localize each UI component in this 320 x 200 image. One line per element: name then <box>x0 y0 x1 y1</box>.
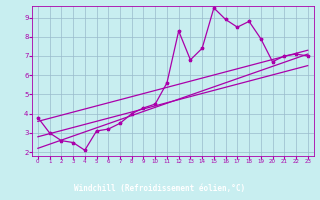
Text: Windchill (Refroidissement éolien,°C): Windchill (Refroidissement éolien,°C) <box>75 184 245 192</box>
